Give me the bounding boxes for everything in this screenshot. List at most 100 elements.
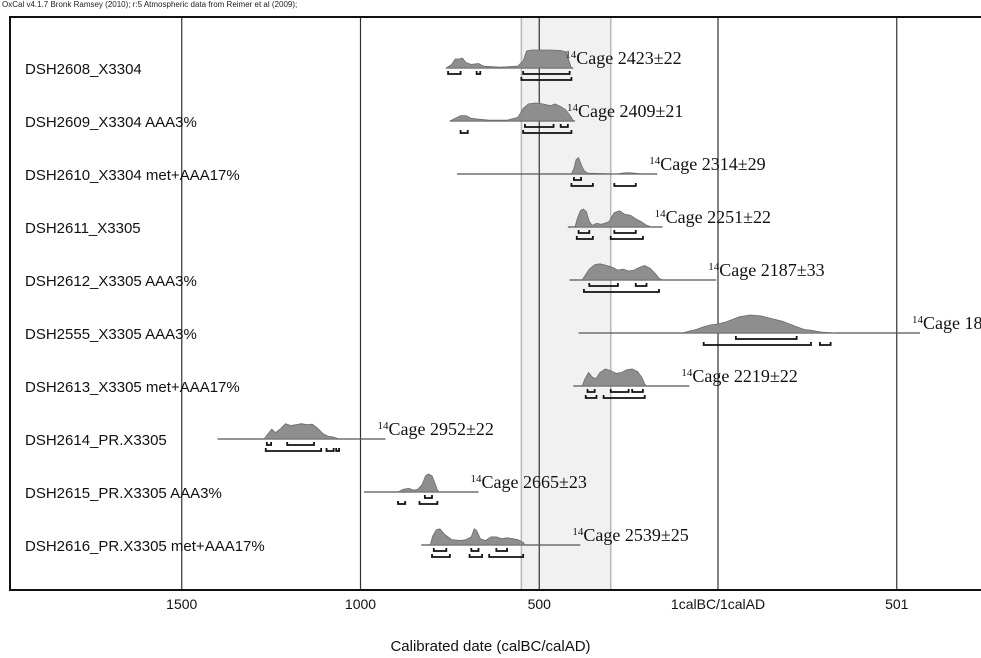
hpd-range-bracket xyxy=(602,395,646,399)
age-label-superscript: 14 xyxy=(681,367,693,379)
hpd-range-bracket xyxy=(573,177,582,181)
age-label-superscript: 14 xyxy=(708,261,720,273)
hpd-range-bracket xyxy=(584,395,598,399)
hpd-range-bracket xyxy=(522,71,571,75)
age-label: 14Cage 2409±21 xyxy=(567,101,683,121)
posterior-density xyxy=(581,263,663,281)
age-label: 14Cage 2187±33 xyxy=(708,260,824,280)
age-label: 14Cage 2219±22 xyxy=(681,366,797,386)
sample-name: DSH2555_X3305 AAA3% xyxy=(25,326,197,343)
sample-row: DSH2615_PR.X3305 AAA3% 14Cage 2665±23 xyxy=(25,472,587,505)
hpd-range-bracket xyxy=(432,548,448,552)
sample-row: DSH2610_X3304 met+AAA17% 14Cage 2314±29 xyxy=(25,154,766,187)
hpd-range-bracket xyxy=(524,124,555,128)
hpd-range-bracket xyxy=(470,548,480,552)
hpd-range-bracket xyxy=(522,130,573,134)
sample-row: DSH2609_X3304 AAA3% 14Cage 2409±21 xyxy=(25,101,683,134)
sample-row: DSH2612_X3305 AAA3% 14Cage 2187±33 xyxy=(25,260,825,293)
age-label-text: Cage 2251±22 xyxy=(666,207,771,227)
hpd-range-bracket xyxy=(495,548,508,552)
sample-row: DSH2614_PR.X3305 14Cage 2952±22 xyxy=(25,419,494,452)
hpd-range-bracket xyxy=(570,183,594,187)
age-label-text: Cage 2314±29 xyxy=(660,154,765,174)
age-label: 14Cage 1891±71 xyxy=(912,313,981,333)
posterior-density xyxy=(581,368,648,387)
age-label-superscript: 14 xyxy=(567,102,579,114)
hpd-range-bracket xyxy=(613,230,637,234)
hpd-range-bracket xyxy=(325,448,335,452)
header-text: OxCal v4.1.7 Bronk Ramsey (2010); r:5 At… xyxy=(2,0,298,9)
x-axis-ticks: 1500 1000 500 1calBC/1calAD 501 xyxy=(166,596,908,612)
sample-row: DSH2613_X3305 met+AAA17% 14Cage 2219±22 xyxy=(25,366,798,399)
hpd-range-bracket xyxy=(702,342,812,346)
sample-name: DSH2612_X3305 AAA3% xyxy=(25,273,197,290)
hpd-range-bracket xyxy=(634,283,648,287)
hpd-range-bracket xyxy=(559,124,569,128)
sample-name: DSH2610_X3304 met+AAA17% xyxy=(25,167,240,184)
age-label-superscript: 14 xyxy=(378,420,390,432)
hpd-range-bracket xyxy=(613,183,637,187)
hpd-range-bracket xyxy=(577,230,591,234)
hpd-range-bracket xyxy=(286,442,315,446)
age-label-superscript: 14 xyxy=(655,208,667,220)
sample-row: DSH2611_X3305 14Cage 2251±22 xyxy=(25,207,771,240)
hpd-range-bracket xyxy=(609,236,644,240)
hpd-range-bracket xyxy=(520,77,573,81)
age-label-superscript: 14 xyxy=(572,526,584,538)
sample-row: DSH2608_X3304 14Cage 2423±22 xyxy=(25,48,682,81)
age-label-text: Cage 1891±71 xyxy=(923,313,981,333)
age-label-superscript: 14 xyxy=(912,314,924,326)
hpd-range-bracket xyxy=(264,448,323,452)
age-label: 14Cage 2539±25 xyxy=(572,525,688,545)
tick-label: 500 xyxy=(528,596,552,612)
sample-row: DSH2616_PR.X3305 met+AAA17% 14Cage 2539±2… xyxy=(25,525,689,558)
sample-name: DSH2614_PR.X3305 xyxy=(25,432,167,449)
tick-label: 1calBC/1calAD xyxy=(671,596,765,612)
posterior-density xyxy=(397,473,441,493)
hpd-range-bracket xyxy=(583,289,660,293)
posterior-density xyxy=(449,102,574,122)
sample-name: DSH2615_PR.X3305 AAA3% xyxy=(25,485,222,502)
x-axis-label: Calibrated date (calBC/calAD) xyxy=(390,638,591,655)
sample-name: DSH2609_X3304 AAA3% xyxy=(25,114,197,131)
hpd-range-bracket xyxy=(609,389,630,393)
hpd-range-bracket xyxy=(631,389,644,393)
sample-name: DSH2613_X3305 met+AAA17% xyxy=(25,379,240,396)
posterior-density xyxy=(429,528,526,546)
age-label-superscript: 14 xyxy=(649,155,661,167)
age-label-superscript: 14 xyxy=(470,473,482,485)
tick-label: 501 xyxy=(885,596,909,612)
tick-label: 1000 xyxy=(345,596,376,612)
hpd-range-bracket xyxy=(459,130,469,134)
hpd-range-bracket xyxy=(447,71,462,75)
age-label-text: Cage 2423±22 xyxy=(576,48,681,68)
hpd-range-bracket xyxy=(468,554,483,558)
posterior-density xyxy=(682,314,837,334)
hpd-range-bracket xyxy=(586,389,596,393)
sample-name: DSH2611_X3305 xyxy=(25,220,141,237)
hpd-range-bracket xyxy=(431,554,451,558)
plot-frame xyxy=(9,16,981,591)
posterior-density xyxy=(574,208,653,228)
age-label-text: Cage 2187±33 xyxy=(719,260,824,280)
gridlines xyxy=(181,17,898,590)
sample-row: DSH2555_X3305 AAA3% 14Cage 1891±71 xyxy=(25,313,981,346)
age-label-text: Cage 2665±23 xyxy=(481,472,586,492)
hpd-range-bracket xyxy=(475,71,482,75)
hpd-range-bracket xyxy=(423,495,433,499)
age-label-text: Cage 2409±21 xyxy=(578,101,683,121)
hpd-range-bracket xyxy=(335,448,340,452)
posterior-density xyxy=(444,49,572,69)
age-label-text: Cage 2539±25 xyxy=(583,525,688,545)
age-label: 14Cage 2665±23 xyxy=(470,472,586,492)
sample-name: DSH2616_PR.X3305 met+AAA17% xyxy=(25,538,265,555)
age-label: 14Cage 2423±22 xyxy=(565,48,681,68)
age-label: 14Cage 2251±22 xyxy=(655,207,771,227)
hpd-range-bracket xyxy=(488,554,525,558)
hpd-range-bracket xyxy=(265,442,273,446)
posterior-density xyxy=(263,423,340,440)
tick-label: 1500 xyxy=(166,596,197,612)
sample-name: DSH2608_X3304 xyxy=(25,61,142,78)
